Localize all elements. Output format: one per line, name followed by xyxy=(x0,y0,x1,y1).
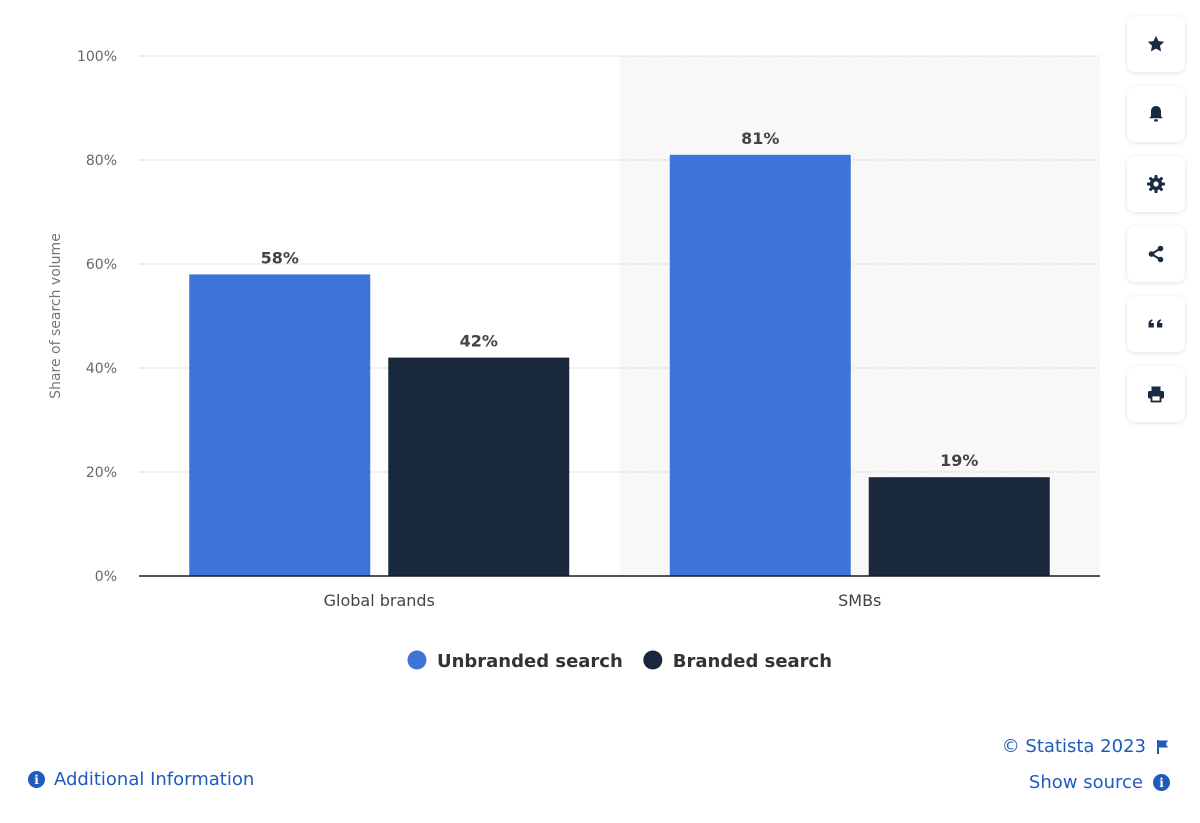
copyright-link[interactable]: © Statista 2023 xyxy=(1002,736,1170,757)
chart: 0% 20% 40% 60% 80% 100% 58% 42% Global brands 81… xyxy=(48,49,1100,672)
show-source-link[interactable]: Show source i xyxy=(1029,772,1170,793)
cite-button[interactable] xyxy=(1127,296,1185,352)
print-button[interactable] xyxy=(1127,366,1185,422)
info-icon: i xyxy=(28,771,45,788)
legend-label: Branded search xyxy=(673,651,832,672)
data-label: 58% xyxy=(261,248,299,267)
data-label: 19% xyxy=(940,451,978,470)
y-tick-label: 100% xyxy=(77,49,117,65)
share-button[interactable] xyxy=(1127,226,1185,282)
additional-information-label: Additional Information xyxy=(54,769,255,790)
data-label: 42% xyxy=(460,332,498,351)
quote-icon xyxy=(1148,319,1163,328)
data-label: 81% xyxy=(741,129,779,148)
y-tick-label: 20% xyxy=(86,465,117,481)
toolbar xyxy=(1127,16,1185,436)
copyright-label: © Statista 2023 xyxy=(1001,736,1146,757)
bar[interactable] xyxy=(868,477,1050,576)
y-tick-label: 0% xyxy=(95,569,117,585)
show-source-label: Show source xyxy=(1028,772,1143,793)
x-tick-label: SMBs xyxy=(838,591,881,610)
y-tick-label: 40% xyxy=(86,361,117,377)
flag-icon xyxy=(1157,739,1168,754)
y-tick-label: 60% xyxy=(86,257,117,273)
additional-information-link[interactable]: i Additional Information xyxy=(28,769,254,790)
settings-button[interactable] xyxy=(1127,156,1185,212)
x-tick-label: Global brands xyxy=(324,591,435,610)
y-axis-title: Share of search volume xyxy=(48,233,64,399)
bell-icon xyxy=(1149,106,1163,122)
legend-marker[interactable] xyxy=(407,650,427,670)
y-tick-label: 80% xyxy=(86,153,117,169)
bar[interactable] xyxy=(669,154,851,577)
legend-label: Unbranded search xyxy=(437,651,623,672)
star-icon xyxy=(1147,35,1165,52)
gear-icon xyxy=(1147,175,1165,193)
share-icon xyxy=(1148,245,1164,263)
bar[interactable] xyxy=(189,274,371,576)
print-icon xyxy=(1148,386,1164,403)
info-icon: i xyxy=(1153,774,1170,791)
favorite-button[interactable] xyxy=(1127,16,1185,72)
bar[interactable] xyxy=(388,357,570,576)
notification-button[interactable] xyxy=(1127,86,1185,142)
legend-marker[interactable] xyxy=(643,650,663,670)
